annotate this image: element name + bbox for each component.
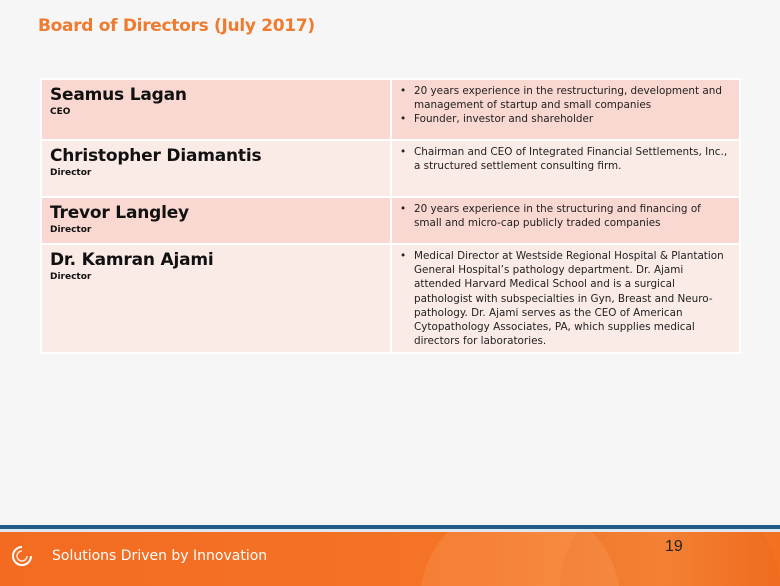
director-name: Dr. Kamran Ajami (50, 250, 214, 270)
footer-bar: Solutions Driven by Innovation 19 (0, 532, 780, 586)
footer-rule (0, 525, 780, 529)
director-cell: Christopher Diamantis Director (40, 139, 392, 198)
director-cell: Trevor Langley Director (40, 196, 392, 245)
director-name: Seamus Lagan (50, 85, 187, 105)
director-name: Christopher Diamantis (50, 146, 262, 166)
directors-table: Seamus Lagan CEO 20 years experience in t… (40, 78, 741, 355)
director-name: Trevor Langley (50, 203, 189, 223)
table-row: Dr. Kamran Ajami Director Medical Directo… (40, 242, 741, 355)
bio-bullet: Founder, investor and shareholder (398, 112, 731, 126)
footer-rule-light (0, 529, 780, 532)
page-number: 19 (665, 538, 683, 555)
bio-bullet: 20 years experience in the restructuring… (398, 84, 731, 112)
director-cell: Dr. Kamran Ajami Director (40, 242, 392, 355)
bio-cell: 20 years experience in the restructuring… (390, 78, 741, 141)
page-title: Board of Directors (July 2017) (38, 16, 315, 36)
swirl-logo-icon (12, 546, 32, 566)
bio-cell: Chairman and CEO of Integrated Financial… (390, 139, 741, 198)
director-role: Director (50, 168, 92, 178)
bio-cell: Medical Director at Westside Regional Ho… (390, 242, 741, 355)
bio-bullet: Chairman and CEO of Integrated Financial… (398, 145, 731, 173)
table-row: Trevor Langley Director 20 years experien… (40, 196, 741, 245)
director-role: CEO (50, 107, 71, 117)
bio-bullet: Medical Director at Westside Regional Ho… (398, 249, 731, 348)
footer-tagline: Solutions Driven by Innovation (52, 548, 268, 564)
director-role: Director (50, 272, 92, 282)
table-row: Seamus Lagan CEO 20 years experience in t… (40, 78, 741, 141)
director-cell: Seamus Lagan CEO (40, 78, 392, 141)
director-role: Director (50, 225, 92, 235)
bio-bullet: 20 years experience in the structuring a… (398, 202, 731, 230)
table-row: Christopher Diamantis Director Chairman a… (40, 139, 741, 198)
bio-cell: 20 years experience in the structuring a… (390, 196, 741, 245)
